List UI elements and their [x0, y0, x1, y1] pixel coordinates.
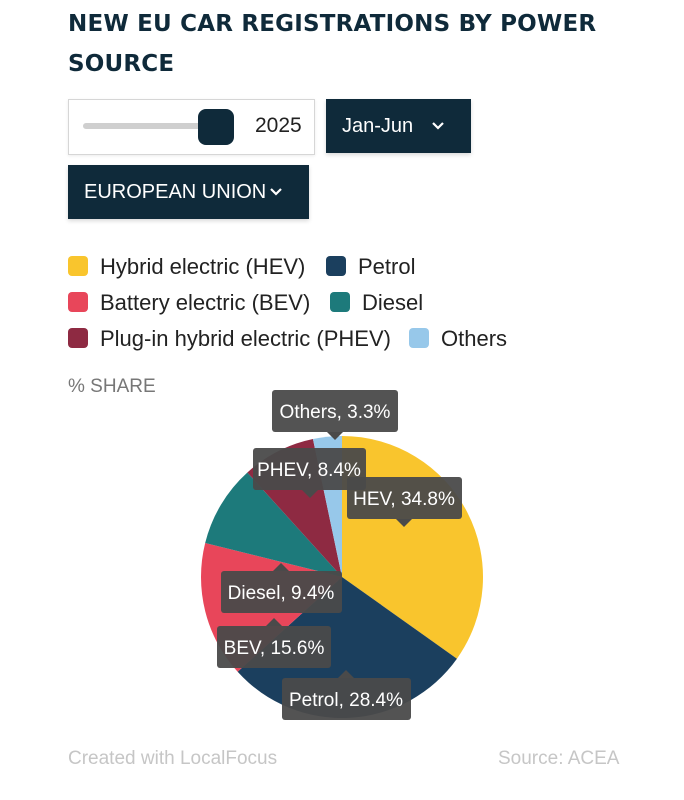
tooltip-phev: PHEV, 8.4%: [253, 448, 366, 498]
share-label: % SHARE: [68, 376, 156, 397]
legend-label: Battery electric (BEV): [100, 290, 311, 315]
slider-thumb[interactable]: [198, 109, 235, 145]
tooltip-petrol: Petrol, 28.4%: [282, 670, 411, 720]
legend-item-diesel[interactable]: Diesel: [330, 289, 423, 317]
legend-swatch: [326, 256, 346, 276]
pie-slice-diesel[interactable]: [205, 472, 342, 577]
tooltip-text: PHEV, 8.4%: [257, 460, 361, 481]
year-slider[interactable]: 2025: [68, 99, 315, 155]
tooltip-hev: HEV, 34.8%: [347, 477, 462, 527]
legend-label: Others: [441, 326, 508, 351]
legend-label: Diesel: [362, 290, 424, 315]
tooltip-others: Others, 3.3%: [272, 390, 398, 440]
period-dropdown[interactable]: Jan-Jun: [326, 99, 471, 153]
chevron-down-icon: [268, 165, 284, 242]
legend-item-others[interactable]: Others: [409, 325, 507, 353]
chevron-down-icon: [430, 99, 446, 176]
tooltip-text: Others, 3.3%: [280, 402, 391, 423]
tooltip-text: Petrol, 28.4%: [289, 690, 403, 711]
region-value: EUROPEAN UNION: [84, 181, 267, 203]
tooltip-diesel: Diesel, 9.4%: [221, 563, 342, 613]
tooltip-text: HEV, 34.8%: [353, 489, 455, 510]
legend-item-hev[interactable]: Hybrid electric (HEV): [68, 253, 305, 281]
legend-swatch: [68, 328, 88, 348]
legend-swatch: [68, 256, 88, 276]
period-value: Jan-Jun: [342, 115, 414, 137]
chart-title: NEW EU CAR REGISTRATIONS BY POWER SOURCE: [68, 11, 597, 77]
slider-track[interactable]: [83, 123, 228, 129]
source-note: Source: ACEA: [498, 748, 620, 769]
credit-link[interactable]: Created with LocalFocus: [68, 748, 278, 769]
legend-swatch: [409, 328, 429, 348]
legend-label: Hybrid electric (HEV): [100, 254, 306, 279]
tooltip-bev: BEV, 15.6%: [217, 618, 331, 668]
legend-swatch: [330, 292, 350, 312]
legend-label: Petrol: [358, 254, 416, 279]
year-value: 2025: [255, 114, 302, 137]
legend-item-petrol[interactable]: Petrol: [326, 253, 415, 281]
legend-item-phev[interactable]: Plug-in hybrid electric (PHEV): [68, 325, 391, 353]
tooltip-text: Diesel, 9.4%: [228, 583, 335, 604]
legend-item-bev[interactable]: Battery electric (BEV): [68, 289, 310, 317]
legend-label: Plug-in hybrid electric (PHEV): [100, 326, 391, 351]
region-dropdown[interactable]: EUROPEAN UNION: [68, 165, 309, 219]
tooltip-text: BEV, 15.6%: [224, 638, 325, 659]
legend-swatch: [68, 292, 88, 312]
